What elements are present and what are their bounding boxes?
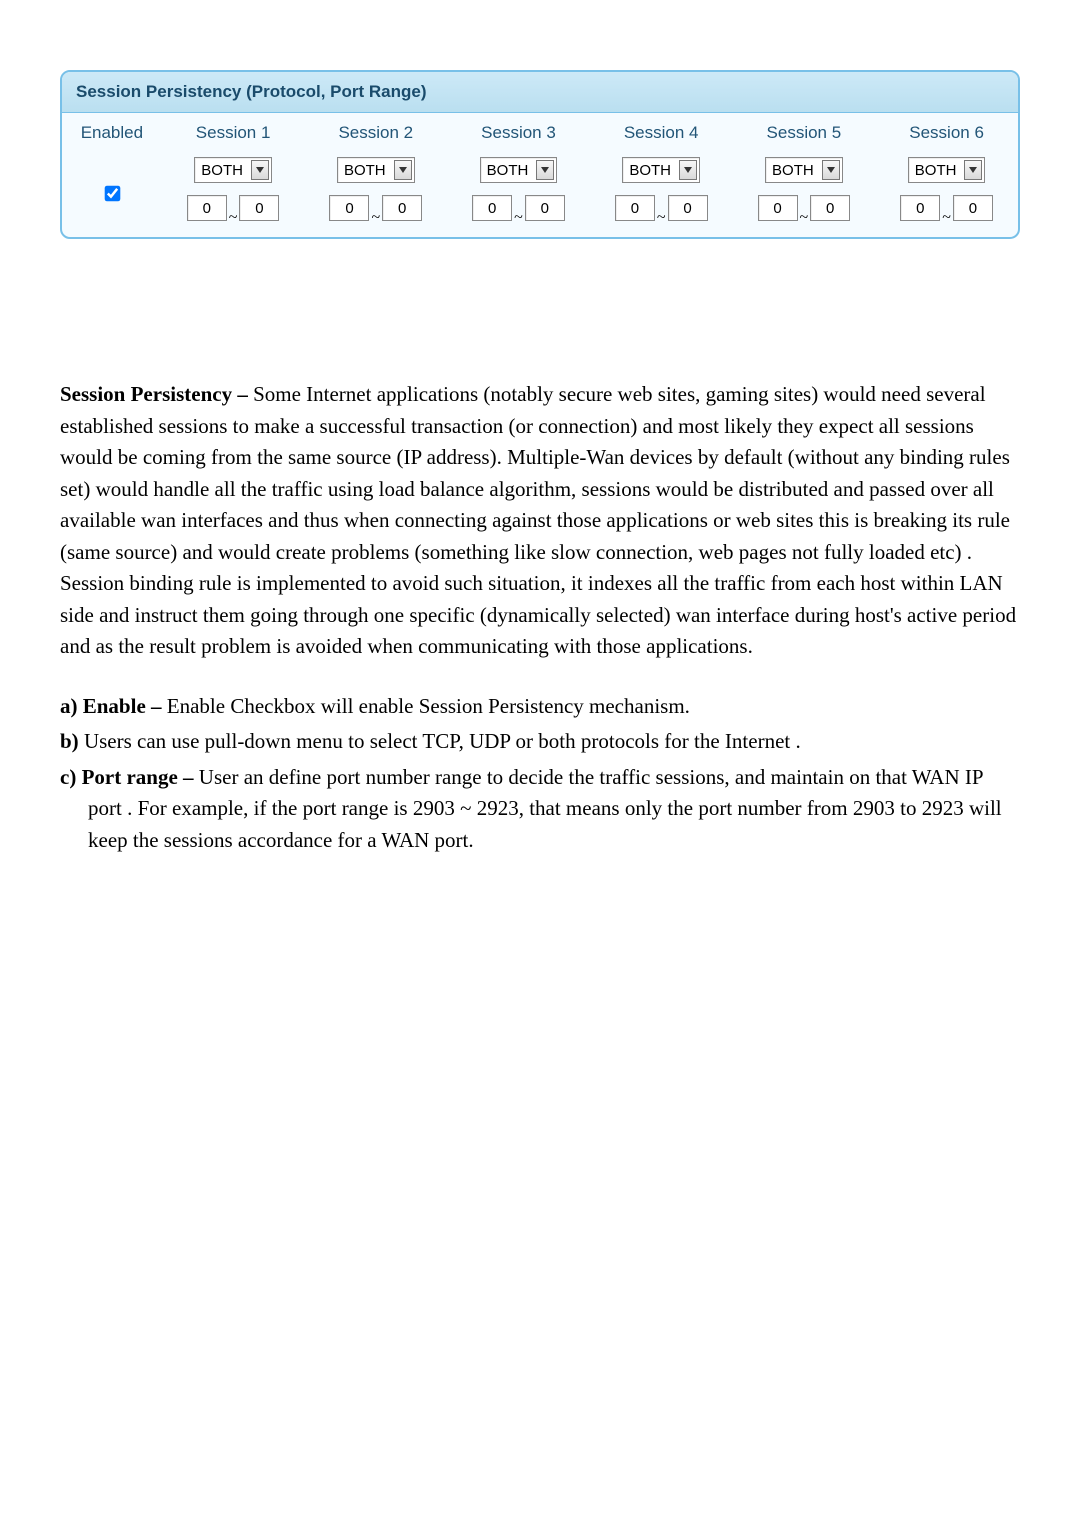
lead-bold: Session Persistency – xyxy=(60,382,253,406)
protocol-value: BOTH xyxy=(772,162,814,179)
protocol-value: BOTH xyxy=(344,162,386,179)
session-header: Session 6 xyxy=(875,113,1018,151)
port-from-input[interactable]: 0 xyxy=(615,195,655,221)
dropdown-arrow-icon xyxy=(822,160,840,180)
port-to-input[interactable]: 0 xyxy=(810,195,850,221)
dropdown-arrow-icon xyxy=(679,160,697,180)
protocol-value: BOTH xyxy=(629,162,671,179)
session-table: Enabled Session 1 Session 2 Session 3 Se… xyxy=(62,113,1018,237)
port-to-input[interactable]: 0 xyxy=(953,195,993,221)
list-item: b) Users can use pull-down menu to selec… xyxy=(60,726,1020,758)
session-header: Session 4 xyxy=(590,113,733,151)
port-from-input[interactable]: 0 xyxy=(472,195,512,221)
panel-title: Session Persistency (Protocol, Port Rang… xyxy=(62,72,1018,113)
protocol-value: BOTH xyxy=(201,162,243,179)
tilde-separator: ~ xyxy=(229,209,238,227)
list-item: a) Enable – Enable Checkbox will enable … xyxy=(60,691,1020,723)
item-text: User an define port number range to deci… xyxy=(88,765,1002,852)
port-to-input[interactable]: 0 xyxy=(668,195,708,221)
port-from-input[interactable]: 0 xyxy=(900,195,940,221)
protocol-select[interactable]: BOTH xyxy=(622,157,700,183)
item-bold: Enable – xyxy=(83,694,167,718)
protocol-select[interactable]: BOTH xyxy=(337,157,415,183)
protocol-select[interactable]: BOTH xyxy=(765,157,843,183)
session-header: Session 1 xyxy=(162,113,305,151)
dropdown-arrow-icon xyxy=(536,160,554,180)
port-to-input[interactable]: 0 xyxy=(382,195,422,221)
item-text: Users can use pull-down menu to select T… xyxy=(84,729,801,753)
port-from-input[interactable]: 0 xyxy=(187,195,227,221)
protocol-select[interactable]: BOTH xyxy=(908,157,986,183)
protocol-select[interactable]: BOTH xyxy=(480,157,558,183)
lead-rest: Some Internet applications (notably secu… xyxy=(60,382,1016,658)
port-range-row: 0~0 0~0 0~0 0~0 0~0 0~0 xyxy=(62,189,1018,237)
protocol-row: BOTH BOTH BOTH BOTH BOTH BOTH xyxy=(62,151,1018,189)
enabled-checkbox[interactable] xyxy=(105,185,121,201)
protocol-select[interactable]: BOTH xyxy=(194,157,272,183)
port-to-input[interactable]: 0 xyxy=(525,195,565,221)
tilde-separator: ~ xyxy=(657,209,666,227)
protocol-value: BOTH xyxy=(487,162,529,179)
description-text: Session Persistency – Some Internet appl… xyxy=(60,379,1020,856)
item-prefix: a) xyxy=(60,694,83,718)
option-list: a) Enable – Enable Checkbox will enable … xyxy=(60,691,1020,857)
spacer xyxy=(60,279,1020,379)
item-text: Enable Checkbox will enable Session Pers… xyxy=(167,694,690,718)
lead-paragraph: Session Persistency – Some Internet appl… xyxy=(60,379,1020,663)
dropdown-arrow-icon xyxy=(964,160,982,180)
tilde-separator: ~ xyxy=(800,209,809,227)
session-header-row: Enabled Session 1 Session 2 Session 3 Se… xyxy=(62,113,1018,151)
port-from-input[interactable]: 0 xyxy=(329,195,369,221)
tilde-separator: ~ xyxy=(371,209,380,227)
enabled-header: Enabled xyxy=(62,113,162,151)
dropdown-arrow-icon xyxy=(251,160,269,180)
item-bold: Port range – xyxy=(82,765,199,789)
item-prefix: b) xyxy=(60,729,84,753)
session-header: Session 5 xyxy=(733,113,876,151)
dropdown-arrow-icon xyxy=(394,160,412,180)
port-to-input[interactable]: 0 xyxy=(239,195,279,221)
port-from-input[interactable]: 0 xyxy=(758,195,798,221)
session-persistency-panel: Session Persistency (Protocol, Port Rang… xyxy=(60,70,1020,239)
session-header: Session 3 xyxy=(447,113,590,151)
list-item: c) Port range – User an define port numb… xyxy=(60,762,1020,857)
item-prefix: c) xyxy=(60,765,82,789)
session-header: Session 2 xyxy=(304,113,447,151)
tilde-separator: ~ xyxy=(514,209,523,227)
protocol-value: BOTH xyxy=(915,162,957,179)
enabled-cell xyxy=(62,151,162,237)
tilde-separator: ~ xyxy=(942,209,951,227)
